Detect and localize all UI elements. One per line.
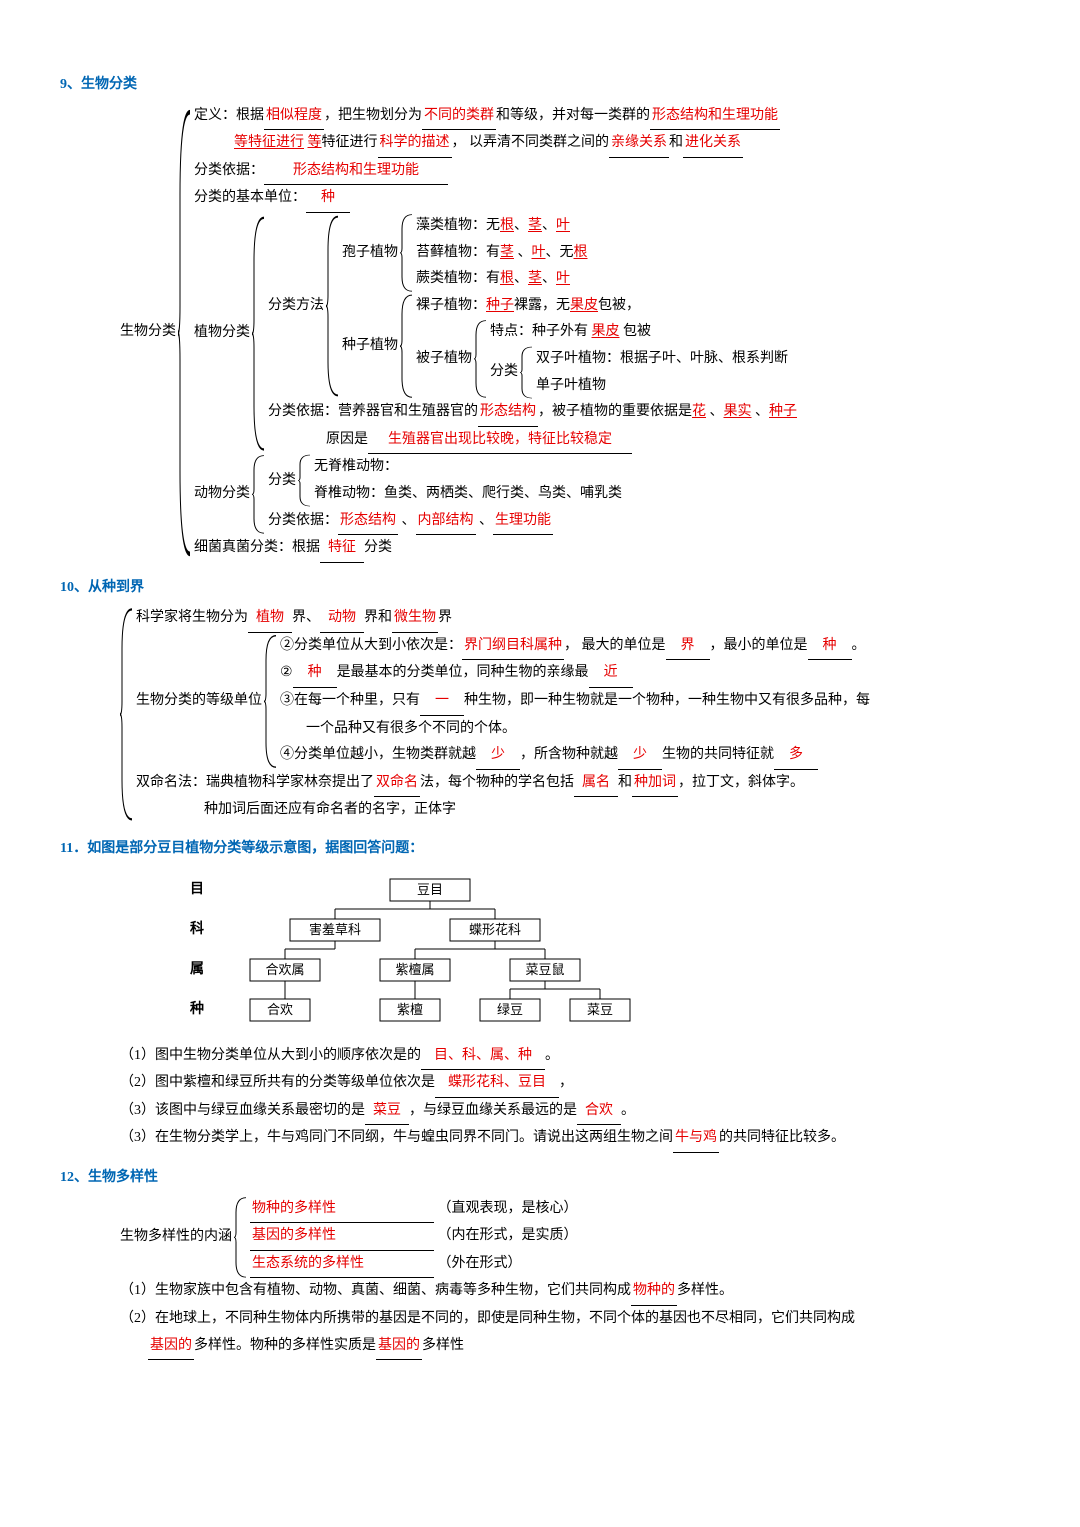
brace-icon: [178, 103, 192, 563]
tree-svg: 目 科 属 种 豆目 害羞草科 蝶形花科 合欢属 紫檀属 菜豆鼠 合欢 紫檀 绿…: [180, 873, 660, 1033]
definition-line2: 等特征进行等特征进行 等特征进行科学的描述， 以弄清不同类群之间的亲缘关系和进化…: [192, 130, 797, 158]
plant-basis: 分类依据：营养器官和生殖器官的形态结构，被子植物的重要依据是花 、果实 、种子: [266, 399, 797, 427]
tree-diagram: 目 科 属 种 豆目 害羞草科 蝶形花科 合欢属 紫檀属 菜豆鼠 合欢 紫檀 绿…: [180, 873, 1040, 1033]
svg-text:绿豆: 绿豆: [497, 1002, 523, 1017]
label-zhong: 种: [189, 1000, 204, 1017]
rank-label: 生物分类的等级单位: [136, 633, 264, 770]
dicot: 双子叶植物：根据子叶、叶脉、根系判断: [534, 346, 788, 373]
plant-reason: 原因是生殖器官出现比较晚，特征比较稳定: [266, 427, 797, 455]
method-label: 分类方法: [268, 213, 326, 399]
biodiv-3: 生态系统的多样性 （外在形式）: [248, 1251, 578, 1279]
rank-2b: ②种是最基本的分类单位，同种生物的亲缘最近: [278, 660, 870, 688]
heading-12: 12、生物多样性: [60, 1165, 1040, 1192]
brace-icon: [234, 1196, 248, 1279]
brace-icon: [520, 346, 534, 399]
rank-3b: 一个品种又有很多个不同的个体。: [278, 716, 870, 743]
q11-1: （1）图中生物分类单位从大到小的顺序依次是的目、科、属、种。: [60, 1043, 1040, 1071]
section-10-content: 科学家将生物分为植物界、动物界和微生物界 生物分类的等级单位 ②分类单位从大到小…: [60, 605, 1040, 824]
svg-text:菜豆鼠: 菜豆鼠: [525, 962, 564, 977]
biodiversity-label: 生物多样性的内涵: [120, 1196, 234, 1279]
invertebrate: 无脊椎动物：: [312, 454, 622, 481]
algae: 藻类植物：无根、茎、叶: [414, 213, 588, 240]
svg-text:害羞草科: 害羞草科: [309, 922, 361, 937]
classification-basis: 分类依据：形态结构和生理功能: [192, 158, 797, 186]
seed-plant-label: 种子植物: [342, 293, 400, 399]
label-ke: 科: [190, 920, 204, 937]
biodiv-2: 基因的多样性 （内在形式，是实质）: [248, 1223, 578, 1251]
svg-text:蝶形花科: 蝶形花科: [469, 922, 521, 937]
animal-basis: 分类依据：形态结构 、内部结构 、生理功能: [266, 508, 622, 536]
scientist-kingdoms: 科学家将生物分为植物界、动物界和微生物界: [134, 605, 870, 633]
label-shu: 属: [190, 961, 204, 977]
rank-2: ②分类单位从大到小依次是：界门纲目科属种， 最大的单位是界，最小的单位是种。: [278, 633, 870, 661]
brace-icon: [400, 293, 414, 399]
q12-1: （1）生物家族中包含有植物、动物、真菌、细菌、病毒等多种生物，它们共同构成物种的…: [120, 1278, 1040, 1306]
angio-class-label: 分类: [490, 346, 520, 399]
brace-icon: [252, 213, 266, 454]
moss: 苔藓植物：有茎 、叶、无根: [414, 240, 588, 267]
heading-11: 11．如图是部分豆目植物分类等级示意图，据图回答问题：: [60, 836, 1040, 863]
label-mu: 目: [190, 881, 204, 897]
spore-plant-label: 孢子植物: [342, 213, 400, 293]
animal-classification-label: 动物分类: [194, 454, 252, 535]
brace-icon: [264, 633, 278, 770]
svg-text:合欢: 合欢: [267, 1002, 293, 1017]
svg-text:紫檀: 紫檀: [397, 1002, 423, 1017]
basic-unit: 分类的基本单位：种: [192, 185, 797, 213]
svg-text:合欢属: 合欢属: [265, 962, 304, 977]
monocot: 单子叶植物: [534, 373, 788, 400]
brace-icon: [326, 213, 340, 399]
definition-line1: 定义：根据相似程度，把生物划分为不同的类群和等级，并对每一类群的形态结构和生理功…: [192, 103, 797, 131]
svg-text:紫檀属: 紫檀属: [395, 962, 434, 977]
q12-2: （2）在地球上，不同种生物体内所携带的基因是不同的，即使是同种生物，不同个体的基…: [120, 1306, 1040, 1333]
heading-9: 9、生物分类: [60, 72, 1040, 99]
vertebrate: 脊椎动物：鱼类、两栖类、爬行类、鸟类、哺乳类: [312, 481, 622, 508]
svg-text:菜豆: 菜豆: [587, 1002, 613, 1017]
heading-10: 10、从种到界: [60, 575, 1040, 602]
fungi-bacteria: 细菌真菌分类：根据特征分类: [192, 535, 797, 563]
brace-icon: [298, 454, 312, 507]
q12-2b: 基因的多样性。物种的多样性实质是基因的多样性: [120, 1333, 1040, 1361]
brace-icon: [252, 454, 266, 535]
brace-icon: [120, 605, 134, 824]
biodiv-1: 物种的多样性 （直观表现，是核心）: [248, 1196, 578, 1224]
q11-3: （3）该图中与绿豆血缘关系最密切的是菜豆，与绿豆血缘关系最远的是合欢。: [60, 1098, 1040, 1126]
brace-icon: [400, 213, 414, 293]
angiosperm-label: 被子植物: [416, 319, 474, 399]
bio-classification-label: 生物分类: [120, 103, 178, 563]
animal-class-label: 分类: [268, 454, 298, 507]
rank-3: ③在每一个种里，只有一种生物，即一种生物就是一个物种，一种生物中又有很多品种，每: [278, 688, 870, 716]
binomial-2: 种加词后面还应有命名者的名字，正体字: [134, 797, 870, 824]
gymnosperm: 裸子植物：种子裸露，无果皮包被，: [414, 293, 788, 320]
fern: 蕨类植物：有根、茎、叶: [414, 266, 588, 293]
section-12-content: 生物多样性的内涵 物种的多样性 （直观表现，是核心） 基因的多样性 （内在形式，…: [60, 1196, 1040, 1361]
q11-2: （2）图中紫檀和绿豆所共有的分类等级单位依次是蝶形花科、豆目，: [60, 1070, 1040, 1098]
q11-4: （3）在生物分类学上，牛与鸡同门不同纲，牛与蝗虫同界不同门。请说出这两组生物之间…: [60, 1125, 1040, 1153]
angio-feature: 特点：种子外有 果皮 包被: [488, 319, 788, 346]
plant-classification-label: 植物分类: [194, 213, 252, 454]
brace-icon: [474, 319, 488, 399]
binomial: 双命名法：瑞典植物科学家林奈提出了双命名法，每个物种的学名包括属名和种加词，拉丁…: [134, 770, 870, 798]
svg-text:豆目: 豆目: [417, 882, 443, 897]
rank-4: ④分类单位越小，生物类群就越少，所含物种就越少生物的共同特征就多: [278, 742, 870, 770]
section-9-content: 生物分类 定义：根据相似程度，把生物划分为不同的类群和等级，并对每一类群的形态结…: [60, 103, 1040, 563]
